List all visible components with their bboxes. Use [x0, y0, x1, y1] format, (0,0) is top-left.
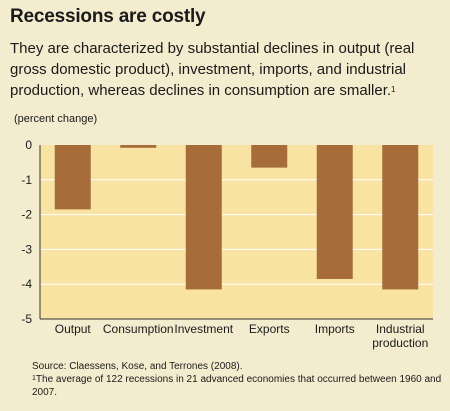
x-tick-label: Imports: [315, 322, 355, 336]
footnote-text: The average of 122 recessions in 21 adva…: [32, 374, 442, 398]
footnote-mark: 1: [32, 375, 36, 382]
gridlines: [40, 179, 433, 285]
x-tick-label: Investment: [174, 322, 233, 336]
subtitle-footnote-mark: 1: [391, 85, 396, 94]
x-tick-label: Output: [55, 322, 92, 336]
bar: [120, 145, 157, 148]
y-tick-label: -1: [21, 173, 32, 187]
bar: [185, 145, 222, 290]
chart-title: Recessions are costly: [10, 6, 206, 27]
bar: [382, 145, 419, 290]
x-tick-label: Industrial production: [372, 322, 428, 350]
source-text: Source: Claessens, Kose, and Terrones (2…: [32, 361, 243, 372]
y-tick-label: -2: [21, 208, 32, 222]
y-tick-label: -4: [21, 277, 32, 291]
bars: [54, 145, 419, 290]
y-tick-label: 0: [25, 138, 32, 152]
x-tick-label: Exports: [249, 322, 290, 336]
axes: [39, 145, 433, 320]
footnote: 1The average of 122 recessions in 21 adv…: [32, 373, 442, 399]
bar: [54, 145, 91, 210]
y-axis-unit-label: (percent change): [14, 113, 98, 125]
source-note: Source: Claessens, Kose, and Terrones (2…: [32, 360, 442, 399]
y-tick-label: -3: [21, 242, 32, 256]
x-axis-labels: Output Consumption Investment Exports Import…: [55, 322, 429, 350]
y-axis-ticks: 0 -1 -2 -3 -4 -5: [21, 138, 32, 326]
bar: [251, 145, 288, 168]
plot-area: [40, 145, 433, 319]
y-tick-label: -5: [21, 312, 32, 326]
chart-subtitle: They are characterized by substantial de…: [10, 38, 446, 101]
bar: [316, 145, 353, 279]
x-tick-label: Consumption: [103, 322, 174, 336]
subtitle-text: They are characterized by substantial de…: [10, 40, 415, 99]
